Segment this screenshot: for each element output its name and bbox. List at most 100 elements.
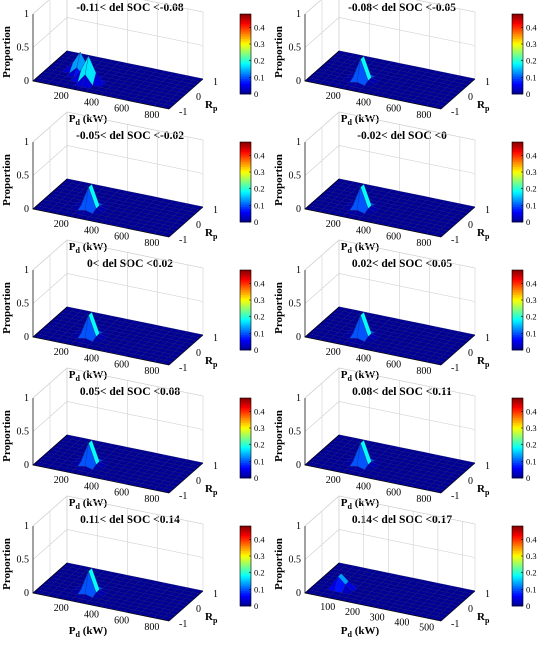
z-tick-label: 0 xyxy=(296,204,301,215)
z-axis-label: Proportion xyxy=(1,282,13,334)
colorbar: 0 0.1 0.2 0.3 0.4 xyxy=(511,525,537,611)
axes-box xyxy=(32,398,204,494)
subplot-title: 0.08< del SOC <0.11 xyxy=(352,386,452,398)
colorbar: 0 0.1 0.2 0.3 0.4 xyxy=(511,13,537,99)
z-tick-label: 0.5 xyxy=(17,43,30,54)
y-tick-label: 1 xyxy=(485,461,490,472)
x-tick-label: 400 xyxy=(356,353,371,364)
y-axis-label-main: R xyxy=(477,99,486,111)
surface xyxy=(32,50,204,109)
x-tick-label: 800 xyxy=(144,366,159,377)
x-tick-label: 500 xyxy=(419,622,434,633)
y-axis-label-subscript: p xyxy=(213,360,218,369)
z-axis-label: Proportion xyxy=(1,538,13,590)
subplot-title: 0< del SOC <0.02 xyxy=(87,258,173,270)
z-tick-label: 1 xyxy=(296,137,301,148)
z-tick-label: 0.5 xyxy=(17,427,30,438)
y-tick-label: -1 xyxy=(179,491,187,502)
y-axis-label-subscript: p xyxy=(485,360,490,369)
x-axis-label-unit: (kW) xyxy=(352,625,380,637)
z-tick-label: 0 xyxy=(24,460,29,471)
z-tick-label: 1 xyxy=(296,521,301,532)
colorbar-tick-label: 0 xyxy=(254,345,258,355)
colorbar-tick-label: 0.3 xyxy=(254,423,265,433)
colorbar-tick-label: 0.1 xyxy=(526,584,537,594)
colorbar-tick-label: 0 xyxy=(254,89,258,99)
x-tick-label: 600 xyxy=(386,360,401,371)
x-axis-label: Pd (kW) xyxy=(69,369,108,383)
subplot-title: 0.11< del SOC <0.14 xyxy=(80,514,180,526)
colorbar-tick-label: 0.3 xyxy=(526,167,537,177)
z-tick-label: 1 xyxy=(24,9,29,20)
colorbar-tick-label: 0.3 xyxy=(254,551,265,561)
colorbar-tick-label: 0.4 xyxy=(254,278,265,288)
y-tick-label: 0 xyxy=(468,476,473,487)
x-axis-label: Pd (kW) xyxy=(341,497,380,511)
x-tick-label: 800 xyxy=(416,238,431,249)
x-tick-label: 400 xyxy=(394,617,409,628)
colorbar-tick-label: 0.1 xyxy=(254,200,265,210)
y-tick-label: 1 xyxy=(213,333,218,344)
x-tick-label: 400 xyxy=(84,609,99,620)
x-tick-label: 400 xyxy=(356,225,371,236)
z-axis-label: Proportion xyxy=(273,154,285,206)
x-axis-label-main: P xyxy=(69,241,76,253)
z-tick-label: 0 xyxy=(24,332,29,343)
y-axis-label: Rp xyxy=(205,611,218,625)
y-tick-label: -1 xyxy=(451,107,459,118)
axes-box xyxy=(304,398,476,494)
x-tick-label: 200 xyxy=(326,475,341,486)
y-axis-label-main: R xyxy=(205,483,214,495)
y-tick-label: -1 xyxy=(451,363,459,374)
y-axis-label-subscript: p xyxy=(485,488,490,497)
z-tick-label: 0.5 xyxy=(17,299,30,310)
z-axis-label: Proportion xyxy=(273,282,285,334)
colorbar-tick-label: 0 xyxy=(526,473,530,483)
subplot-title: -0.08< del SOC <-0.05 xyxy=(348,2,456,14)
x-axis-label: Pd (kW) xyxy=(341,241,380,255)
subplot-title: 0.02< del SOC <0.05 xyxy=(352,258,453,270)
y-tick-label: 0 xyxy=(468,92,473,103)
x-axis-label-unit: (kW) xyxy=(352,369,380,381)
z-tick-label: 0 xyxy=(24,588,29,599)
colorbar-tick-label: 0.4 xyxy=(254,406,265,416)
colorbar-tick-label: 0 xyxy=(254,473,258,483)
y-tick-label: 0 xyxy=(196,220,201,231)
colorbar-tick-label: 0 xyxy=(526,89,530,99)
z-axis-label: Proportion xyxy=(273,538,285,590)
z-tick-label: 0 xyxy=(24,204,29,215)
z-tick-label: 1 xyxy=(24,521,29,532)
y-axis-label: Rp xyxy=(477,99,490,113)
y-tick-label: 0 xyxy=(196,604,201,615)
x-tick-label: 400 xyxy=(84,353,99,364)
colorbar-tick-label: 0.2 xyxy=(526,568,537,578)
colorbar-tick-label: 0.4 xyxy=(254,22,265,32)
y-tick-label: 1 xyxy=(213,205,218,216)
subplot-2: -0.08< del SOC <-0.05 200 400 600 800 Pd (kW)… xyxy=(273,0,537,127)
y-axis-label-subscript: p xyxy=(485,232,490,241)
x-axis-label-main: P xyxy=(69,369,76,381)
z-tick-label: 0 xyxy=(24,76,29,87)
colorbar-tick-label: 0.4 xyxy=(254,534,265,544)
x-tick-label: 400 xyxy=(84,225,99,236)
y-axis-label-main: R xyxy=(477,611,486,623)
x-axis-label-subscript: d xyxy=(348,246,353,255)
colorbar-tick-label: 0.4 xyxy=(526,22,537,32)
x-tick-label: 400 xyxy=(356,481,371,492)
x-tick-label: 600 xyxy=(114,360,129,371)
y-tick-label: -1 xyxy=(179,619,187,630)
y-tick-label: 0 xyxy=(196,476,201,487)
y-axis-label-main: R xyxy=(477,483,486,495)
x-axis-label-subscript: d xyxy=(76,246,81,255)
y-tick-label: 0 xyxy=(468,220,473,231)
x-tick-label: 600 xyxy=(114,616,129,627)
x-tick-label: 600 xyxy=(386,488,401,499)
x-axis-label-unit: (kW) xyxy=(352,241,380,253)
x-tick-label: 200 xyxy=(54,219,69,230)
colorbar: 0 0.1 0.2 0.3 0.4 xyxy=(239,269,265,355)
axes-box xyxy=(304,526,476,622)
x-axis-label-subscript: d xyxy=(76,630,81,639)
x-axis-label: Pd (kW) xyxy=(69,497,108,511)
colorbar-tick-label: 0.3 xyxy=(254,39,265,49)
